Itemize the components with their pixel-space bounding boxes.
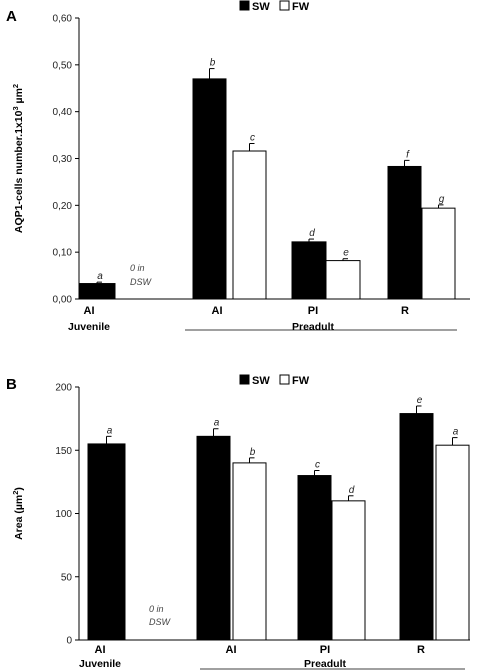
significance-label: e <box>343 248 349 259</box>
bar-fw-2 <box>325 260 361 300</box>
legend-swatch-sw <box>239 374 250 385</box>
bar-sw-1 <box>196 435 231 641</box>
bar-sw-0 <box>87 443 126 641</box>
bar-fw-2 <box>331 500 366 641</box>
bar-sw-1 <box>192 78 227 300</box>
significance-label: d <box>309 228 315 239</box>
x-category-label: AI <box>95 644 106 656</box>
y-tick-label: 200 <box>55 383 72 394</box>
group-label-juvenile: Juvenile <box>68 321 110 333</box>
significance-label: b <box>250 447 256 458</box>
legend-label-sw: SW <box>252 375 270 387</box>
bar-sw-0 <box>78 283 116 300</box>
x-category-label: AI <box>226 644 237 656</box>
bar-fw-3 <box>421 207 456 300</box>
significance-label: g <box>439 194 445 205</box>
y-tick-label: 100 <box>55 509 72 520</box>
bar-sw-2 <box>291 241 327 300</box>
x-category-label: AI <box>212 305 223 317</box>
bar-sw-3 <box>387 165 422 300</box>
significance-label: a <box>453 427 459 438</box>
y-axis-label: AQP1-cells number.1x103 µm2 <box>11 84 25 233</box>
y-tick-label: 0 <box>66 636 72 647</box>
y-tick-label: 50 <box>61 572 73 583</box>
bar-fw-1 <box>232 462 267 641</box>
significance-label: d <box>349 485 355 496</box>
x-category-label: R <box>401 305 409 317</box>
y-tick-label: 150 <box>55 446 72 457</box>
significance-label: b <box>210 58 216 69</box>
panel-letter: B <box>6 376 17 393</box>
x-category-label: AI <box>84 305 95 317</box>
legend-swatch-fw <box>279 0 290 11</box>
legend-label-fw: FW <box>292 375 310 387</box>
x-category-label: R <box>417 644 425 656</box>
y-axis-label: Area (µm2) <box>11 487 25 540</box>
panel-letter: A <box>6 8 17 25</box>
legend-swatch-sw <box>239 0 250 11</box>
chart-panel-b: B SW FW 0 50 100 150 200 Area (µm2) a a c e b d a 0 in DS… <box>6 374 470 670</box>
group-label-juvenile: Juvenile <box>79 658 121 670</box>
significance-label: e <box>417 395 423 406</box>
legend-swatch-fw <box>279 374 290 385</box>
y-tick-label: 0,20 <box>53 201 73 212</box>
y-tick-label: 0,10 <box>53 248 73 259</box>
bar-sw-3 <box>399 413 434 641</box>
significance-label: a <box>214 418 220 429</box>
significance-label: a <box>107 425 113 436</box>
group-label-preadult: Preadult <box>292 321 335 333</box>
bar-fw-1 <box>232 150 267 300</box>
significance-label: c <box>315 459 320 470</box>
significance-label: c <box>250 133 255 144</box>
y-tick-label: 0,40 <box>53 107 73 118</box>
y-tick-label: 0,00 <box>53 295 73 306</box>
bar-sw-2 <box>297 475 332 641</box>
y-tick-label: 0,60 <box>53 14 73 25</box>
significance-label: f <box>406 149 410 160</box>
missing-data-note: DSW <box>130 277 153 287</box>
legend-label-sw: SW <box>252 1 270 13</box>
chart-panel-a: A SW FW 0,00 0,10 0,20 0,30 0,40 0,50 0,60 AQP1-ce… <box>6 0 470 333</box>
missing-data-note: 0 in <box>149 604 164 614</box>
missing-data-note: 0 in <box>130 263 145 273</box>
group-label-preadult: Preadult <box>304 658 347 670</box>
x-category-label: PI <box>308 305 318 317</box>
missing-data-note: DSW <box>149 617 172 627</box>
y-tick-label: 0,30 <box>53 154 73 165</box>
bar-fw-3 <box>435 444 470 641</box>
significance-label: a <box>97 271 103 282</box>
legend-label-fw: FW <box>292 1 310 13</box>
x-category-label: PI <box>320 644 330 656</box>
y-tick-label: 0,50 <box>53 60 73 71</box>
